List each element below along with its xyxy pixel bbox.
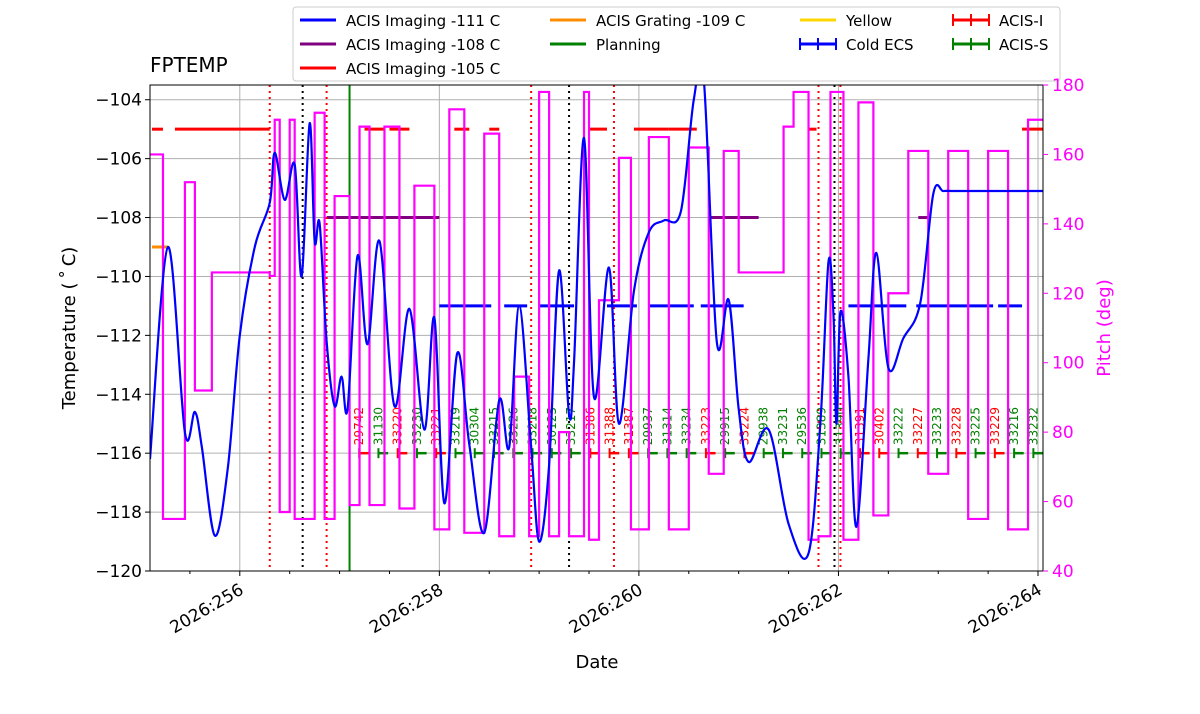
obsid-label: 31130: [371, 407, 385, 445]
obsid-label: 31388: [603, 407, 617, 445]
obsid-label: 29536: [795, 407, 809, 445]
y2-tick-label: 60: [1052, 493, 1074, 513]
legend-label: ACIS-S: [999, 36, 1048, 54]
obsid-label: 31386: [583, 407, 597, 445]
legend-label: ACIS Grating -109 C: [596, 12, 745, 30]
obsid-label: 33231: [776, 407, 790, 445]
legend-label: Cold ECS: [846, 36, 914, 54]
y-tick-label: −114: [95, 385, 142, 405]
y2-tick-label: 160: [1052, 145, 1084, 165]
series: 29742 31130 33220 33230 33221 33219 30304 33215…: [150, 85, 1043, 571]
chart-title: FPTEMP: [150, 53, 228, 77]
obsid-label: 33222: [892, 407, 906, 445]
legend-label: Yellow: [845, 12, 892, 30]
y-tick-label: −106: [95, 150, 142, 170]
y-tick-label: −116: [95, 444, 142, 464]
obsid-label: 30402: [872, 407, 886, 445]
obsid-label: 30304: [468, 407, 482, 445]
obsid-label: 29915: [718, 407, 732, 445]
y2-tick-label: 140: [1052, 215, 1084, 235]
x-tick-label: 2026:256: [167, 580, 248, 638]
x-axis-label: Date: [575, 652, 618, 673]
legend-label: ACIS Imaging -108 C: [346, 36, 500, 54]
x-tick-label: 2026:258: [366, 580, 447, 638]
legend-label: ACIS Imaging -105 C: [346, 60, 500, 78]
y-axis-label: Temperature ( ˚ C): [59, 247, 80, 411]
y2-tick-label: 120: [1052, 284, 1084, 304]
obsid-label: 33229: [988, 407, 1002, 445]
obsid-label: 33232: [1026, 407, 1040, 445]
x-tick-label: 2026:262: [765, 580, 846, 638]
y2-tick-label: 100: [1052, 354, 1084, 374]
y-tick-label: −118: [95, 503, 142, 523]
fptemp-line: [150, 85, 1043, 561]
y-tick-label: −112: [95, 326, 142, 346]
y-tick-label: −104: [95, 91, 142, 111]
y-tick-label: −108: [95, 209, 142, 229]
obsid-label: 33220: [391, 407, 405, 445]
obsid-label: 33227: [911, 407, 925, 445]
obsid-label: 33225: [969, 407, 983, 445]
plot-area: [150, 85, 1043, 571]
y2-tick-label: 80: [1052, 423, 1074, 443]
x-tick-label: 2026:260: [566, 580, 647, 638]
obsid-label: 31314: [660, 407, 674, 445]
plot-frame: [149, 84, 1044, 572]
obsid-label: 33234: [680, 407, 694, 445]
y2-tick-label: 180: [1052, 76, 1084, 96]
obsid-label: 33228: [949, 407, 963, 445]
legend-label: ACIS Imaging -111 C: [346, 12, 500, 30]
legend: ACIS Imaging -111 C ACIS Imaging -108 C AC…: [300, 12, 1048, 78]
obsid-label: 33223: [699, 407, 713, 445]
obsid-label: 33216: [1007, 407, 1021, 445]
legend-label: ACIS-I: [999, 12, 1043, 30]
obsid-label: 31387: [622, 407, 636, 445]
obsid-label: 33217: [564, 407, 578, 445]
legend-frame: [292, 6, 1061, 82]
y-tick-label: −110: [95, 267, 142, 287]
obsid-label: 33233: [930, 407, 944, 445]
legend-label: Planning: [596, 36, 661, 54]
obsid-label: 31389: [814, 407, 828, 445]
x-tick-label: 2026:264: [965, 580, 1046, 638]
y-tick-label: −120: [95, 562, 142, 582]
y2-tick-label: 40: [1052, 562, 1074, 582]
y2-axis-label: Pitch (deg): [1094, 279, 1115, 377]
